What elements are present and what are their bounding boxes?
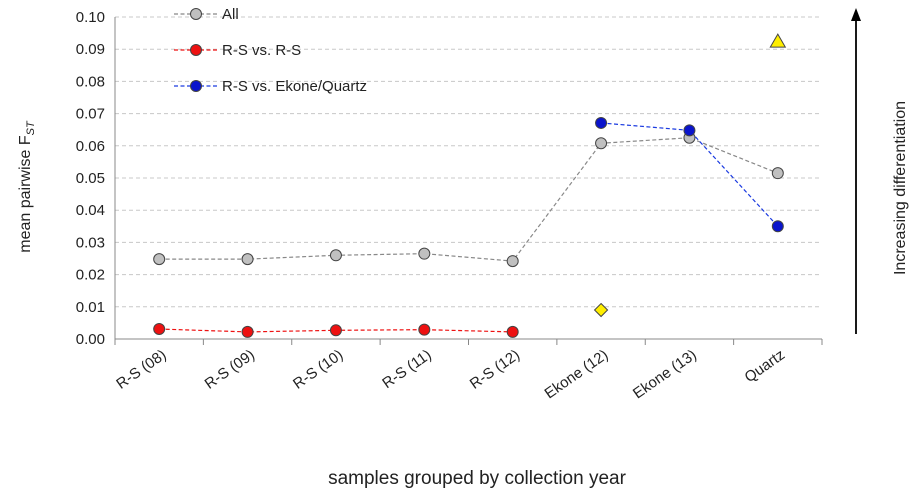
y-axis-label: mean pairwise FST — [17, 120, 37, 253]
x-tick-label: R-S (08) — [113, 346, 169, 392]
data-point — [595, 116, 608, 129]
x-tick-label: Quartz — [741, 346, 788, 386]
x-tick-label: R-S (11) — [379, 346, 434, 392]
series-line — [159, 137, 779, 262]
data-point — [418, 247, 431, 260]
x-tick-labels: R-S (08) R-S (09) R-S (10) R-S (11) R-S (12)… — [113, 346, 788, 402]
x-tick-label: R-S (12) — [467, 346, 523, 392]
x-axis-label: samples grouped by collection year — [328, 468, 627, 489]
y-tick-label: 0.00 — [76, 331, 105, 348]
y-tick-label: 0.03 — [76, 234, 105, 251]
data-point — [241, 253, 254, 266]
legend-marker — [190, 8, 202, 20]
data-point — [329, 249, 342, 262]
legend-marker — [190, 44, 202, 56]
y-axis-label-main: mean pairwise F — [17, 135, 34, 253]
y-tick-label: 0.06 — [76, 138, 105, 155]
data-point — [506, 325, 519, 338]
y-tick-label: 0.10 — [76, 9, 105, 26]
series-line — [601, 122, 779, 227]
y-tick-label: 0.01 — [76, 299, 105, 316]
legend-entry: R-S vs. Ekone/Quartz — [174, 78, 367, 95]
data-point — [153, 253, 166, 266]
legend-entry: All — [174, 6, 239, 23]
series-layer — [153, 116, 784, 338]
y-tick-label: 0.02 — [76, 267, 105, 284]
y-tick-label: 0.05 — [76, 170, 105, 187]
legend-marker — [190, 80, 202, 92]
extra-markers — [593, 33, 787, 318]
data-point — [683, 124, 696, 137]
legend-label: R-S vs. Ekone/Quartz — [222, 78, 367, 95]
diamond-marker — [593, 302, 609, 318]
data-point — [241, 325, 254, 338]
data-point — [418, 323, 431, 336]
triangle-marker — [769, 33, 787, 48]
y-tick-label: 0.08 — [76, 73, 105, 90]
data-point — [771, 220, 784, 233]
y-tick-label: 0.07 — [76, 106, 105, 123]
y-axis-label-subscript: ST — [25, 120, 37, 135]
y-tick-label: 0.09 — [76, 41, 105, 58]
right-side-label: Increasing differentiation — [892, 101, 909, 275]
legend: All R-S vs. R-S R-S vs. Ekone/Quartz — [174, 6, 367, 95]
data-point — [153, 323, 166, 336]
series-1 — [153, 323, 519, 338]
data-point — [329, 324, 342, 337]
axes — [114, 17, 823, 345]
y-tick-label: 0.04 — [76, 202, 105, 219]
legend-entry: R-S vs. R-S — [174, 42, 301, 59]
differentiation-arrow — [851, 8, 861, 334]
data-point — [506, 255, 519, 268]
gridlines — [115, 16, 822, 308]
series-0 — [153, 131, 784, 268]
series-2 — [595, 116, 784, 233]
data-point — [595, 137, 608, 150]
y-tick-labels: 0.00 0.01 0.02 0.03 0.04 0.05 0.06 0.07 0.08 0.09… — [76, 9, 105, 348]
x-tick-label: R-S (10) — [290, 346, 346, 392]
legend-label: R-S vs. R-S — [222, 42, 301, 59]
legend-label: All — [222, 6, 239, 23]
data-point — [771, 167, 784, 180]
x-tick-label: Ekone (12) — [542, 346, 612, 402]
x-tick-label: Ekone (13) — [630, 346, 700, 402]
x-tick-label: R-S (09) — [202, 346, 258, 392]
